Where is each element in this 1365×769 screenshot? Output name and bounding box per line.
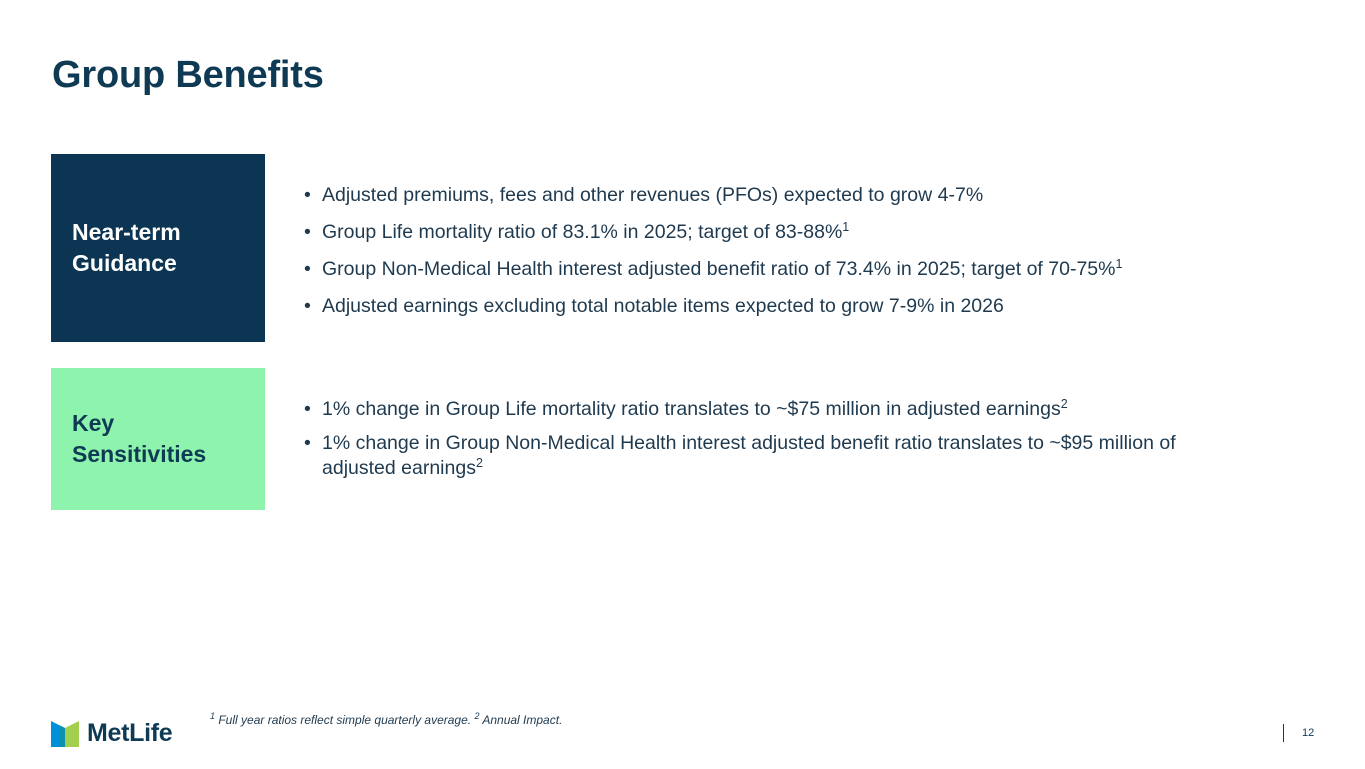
footnote: 1 Full year ratios reflect simple quarte… <box>210 711 563 728</box>
footnote-ref: 2 <box>1060 397 1068 411</box>
sensitivities-label-line2: Sensitivities <box>72 441 207 467</box>
metlife-logo: MetLife <box>51 719 173 748</box>
sensitivities-bullet-list: 1% change in Group Life mortality ratio … <box>297 397 1237 490</box>
sensitivity-bullet: 1% change in Group Non-Medical Health in… <box>297 431 1237 481</box>
guidance-bullet-list: Adjusted premiums, fees and other revenu… <box>297 183 1297 331</box>
slide-title: Group Benefits <box>52 54 324 96</box>
metlife-m-icon <box>51 720 79 747</box>
sensitivities-label-line1: Key <box>72 410 115 436</box>
footnote-ref: 1 <box>842 220 850 234</box>
page-number: 12 <box>1302 727 1315 739</box>
guidance-bullet: Group Non-Medical Health interest adjust… <box>297 257 1297 282</box>
guidance-bullet: Adjusted earnings excluding total notabl… <box>297 294 1297 319</box>
guidance-label-line1: Near-term <box>72 219 181 245</box>
guidance-label-line2: Guidance <box>72 250 177 276</box>
near-term-guidance-label: Near-term Guidance <box>51 154 265 342</box>
footnote-ref: 1 <box>1115 257 1123 271</box>
guidance-bullet: Adjusted premiums, fees and other revenu… <box>297 183 1297 208</box>
footnote-ref: 2 <box>475 456 483 470</box>
guidance-bullet: Group Life mortality ratio of 83.1% in 2… <box>297 220 1297 245</box>
key-sensitivities-label: Key Sensitivities <box>51 368 265 510</box>
page-number-divider <box>1283 724 1284 742</box>
logo-text: MetLife <box>87 719 173 747</box>
sensitivity-bullet: 1% change in Group Life mortality ratio … <box>297 397 1237 422</box>
